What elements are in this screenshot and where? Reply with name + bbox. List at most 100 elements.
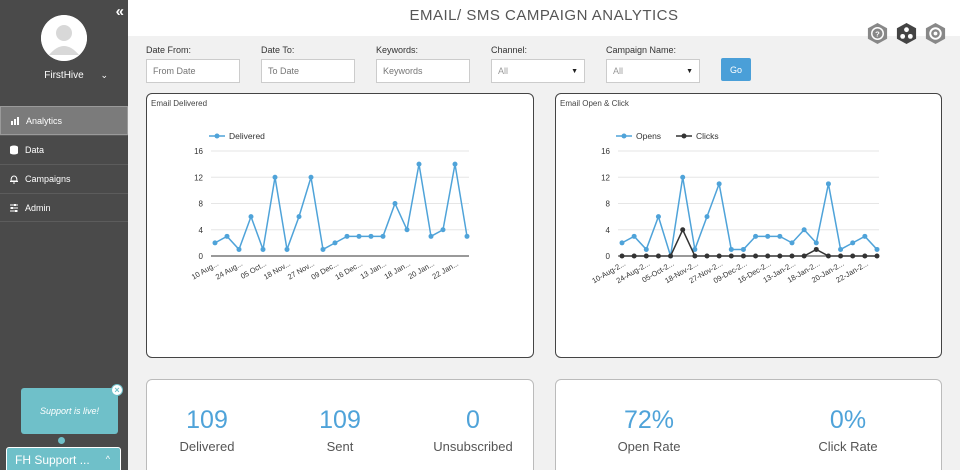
stat-unsubscribed: 0 Unsubscribed <box>413 406 533 454</box>
share-network-icon[interactable] <box>895 22 918 45</box>
close-icon[interactable]: × <box>111 384 123 396</box>
data-point <box>416 161 422 167</box>
y-tick-label: 16 <box>601 147 610 156</box>
keywords-input[interactable] <box>376 59 470 83</box>
series-line <box>621 177 878 257</box>
support-bubble[interactable]: Support is live! <box>21 388 118 434</box>
stat-value: 0% <box>829 406 867 434</box>
data-point <box>380 233 386 239</box>
data-point <box>777 253 783 259</box>
sidebar-nav: Analytics Data Campaigns Admin <box>0 106 128 222</box>
data-point <box>825 253 831 259</box>
sidebar-item-analytics[interactable]: Analytics <box>0 106 128 135</box>
support-chat-button[interactable]: FH Support ... ^ <box>6 447 121 470</box>
data-point <box>801 227 807 233</box>
caret-down-icon: ▼ <box>686 67 693 75</box>
collapse-sidebar-icon[interactable]: « <box>115 3 124 20</box>
caret-down-icon: ▼ <box>571 67 578 75</box>
stat-value: 0 <box>466 406 480 434</box>
data-point <box>740 253 746 259</box>
data-point <box>740 246 746 252</box>
campaign-value: All <box>613 66 624 76</box>
y-tick-label: 0 <box>199 252 204 261</box>
svg-text:?: ? <box>875 29 880 38</box>
data-point <box>704 253 710 259</box>
data-point <box>680 227 686 233</box>
x-tick-label: 20 Jan... <box>407 259 436 281</box>
user-name: FirstHive <box>44 70 84 81</box>
avatar[interactable] <box>41 15 87 61</box>
email-open-click-chart: 048121610-Aug-2...24-Aug-2...05-Oct-2...… <box>590 131 880 285</box>
data-point <box>862 253 868 259</box>
x-tick-label: 13 Jan... <box>359 259 388 281</box>
y-tick-label: 4 <box>606 226 611 235</box>
data-point <box>704 214 710 220</box>
help-icon[interactable]: ? <box>866 22 889 45</box>
data-point <box>777 233 783 239</box>
data-point <box>392 201 398 206</box>
data-point <box>668 253 674 259</box>
sidebar-item-admin[interactable]: Admin <box>0 193 128 222</box>
legend-marker <box>681 133 687 139</box>
data-point <box>332 240 338 246</box>
data-point <box>308 174 314 180</box>
keywords-label: Keywords: <box>376 45 419 55</box>
data-point <box>368 233 374 239</box>
data-point <box>272 174 278 180</box>
sidebar-item-data[interactable]: Data <box>0 135 128 164</box>
y-tick-label: 4 <box>199 226 204 235</box>
delivery-stats-panel: 109 Delivered 109 Sent 0 Unsubscribed <box>146 379 534 470</box>
date-from-filter: Date From: <box>146 45 240 83</box>
y-tick-label: 0 <box>606 252 611 261</box>
x-tick-label: 24 Aug... <box>214 259 244 282</box>
data-point <box>789 253 795 259</box>
x-tick-label: 18 Jan... <box>383 259 412 281</box>
stat-label: Delivered <box>179 439 235 454</box>
data-point <box>248 214 254 220</box>
campaign-select[interactable]: All ▼ <box>606 59 700 83</box>
user-menu[interactable]: FirstHive ⌄ <box>0 70 128 81</box>
data-point <box>753 253 759 259</box>
data-point <box>692 253 698 259</box>
data-point <box>655 253 661 259</box>
panel-title: Email Open & Click <box>560 99 629 108</box>
x-tick-label: 16 Dec... <box>334 259 364 282</box>
sidebar-item-campaigns[interactable]: Campaigns <box>0 164 128 193</box>
data-point <box>464 233 470 239</box>
data-point <box>680 174 686 180</box>
date-to-input[interactable] <box>261 59 355 83</box>
legend-marker <box>621 133 627 139</box>
data-point <box>260 246 266 252</box>
legend-label: Clicks <box>696 131 719 141</box>
data-point <box>850 240 856 246</box>
date-to-label: Date To: <box>261 45 295 55</box>
go-button[interactable]: Go <box>721 58 751 81</box>
data-point <box>404 227 410 233</box>
email-open-click-panel: Email Open & Click 0 4 8 12 16 10-Aug-2... 24-… <box>555 93 942 358</box>
settings-icon[interactable] <box>924 22 947 45</box>
data-point <box>728 246 734 252</box>
data-point <box>813 240 819 246</box>
data-point <box>765 253 771 259</box>
data-point <box>619 253 625 259</box>
stat-open-rate: 72% Open Rate <box>589 406 709 454</box>
database-icon <box>9 145 19 155</box>
page-title: EMAIL/ SMS CAMPAIGN ANALYTICS <box>128 0 960 36</box>
data-point <box>643 253 649 259</box>
support-bubble-text: Support is live! <box>39 406 100 416</box>
keywords-filter: Keywords: <box>376 45 470 83</box>
data-point <box>862 233 868 239</box>
engagement-stats-panel: 72% Open Rate 0% Click Rate <box>555 379 942 470</box>
chevron-down-icon: ⌄ <box>100 70 108 80</box>
date-from-input[interactable] <box>146 59 240 83</box>
data-point <box>789 240 795 246</box>
data-point <box>655 214 661 220</box>
channel-select[interactable]: All ▼ <box>491 59 585 83</box>
chevron-up-icon: ^ <box>105 454 110 464</box>
sidebar-item-label: Campaigns <box>25 174 71 184</box>
support-indicator <box>58 437 65 444</box>
data-point <box>801 253 807 259</box>
data-point <box>236 246 242 252</box>
campaign-label: Campaign Name: <box>606 45 677 55</box>
